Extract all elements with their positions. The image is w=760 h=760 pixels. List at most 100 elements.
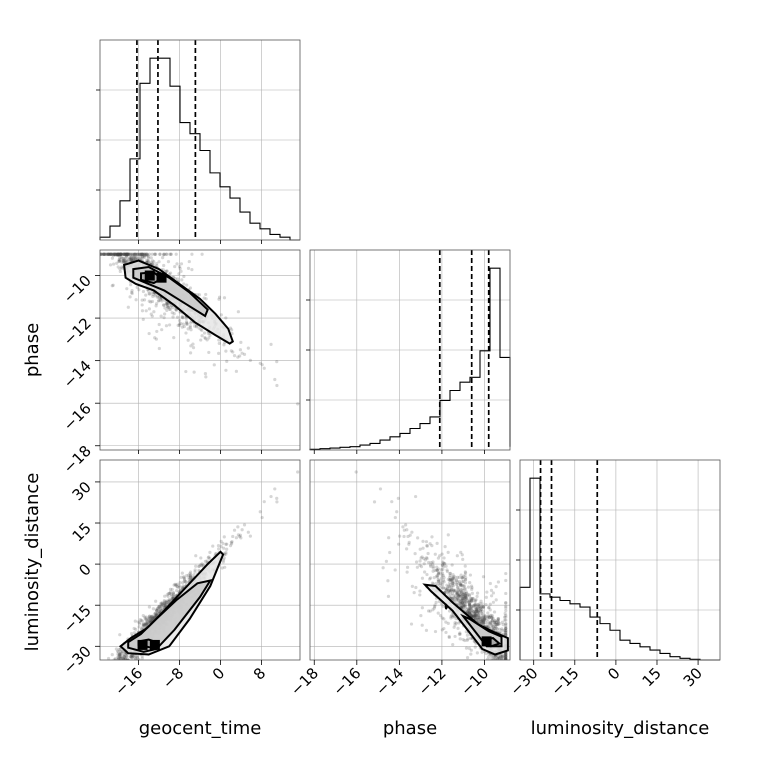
phase-vs-time-point — [141, 252, 145, 256]
ld-vs-phase-point — [500, 654, 504, 659]
ld-vs-time-point — [112, 666, 115, 669]
ld-vs-phase-point — [463, 571, 468, 575]
phase-vs-time-point — [119, 260, 124, 264]
ld-vs-time-point — [85, 698, 88, 701]
ld-vs-phase-point — [484, 595, 488, 599]
ld-vs-phase-point — [435, 541, 439, 545]
phase-vs-time-point — [177, 318, 182, 323]
ld-vs-phase-point — [504, 601, 508, 605]
phase-vs-time-point — [124, 252, 128, 256]
ld-vs-time-point — [60, 716, 63, 719]
phase-vs-time-point — [102, 252, 106, 256]
ld-vs-phase-point — [504, 672, 507, 675]
ld-vs-phase-point — [451, 584, 455, 588]
ld-vs-phase-point — [474, 602, 478, 606]
ld-vs-phase-point — [466, 610, 470, 615]
ld-vs-time-point — [100, 665, 103, 668]
y-luminosity-distance-tick-label: 15 — [69, 519, 95, 545]
ld-vs-phase-point — [496, 621, 500, 626]
ld-vs-time-point — [224, 552, 228, 556]
ld-vs-time-point — [120, 664, 123, 667]
ld-vs-time-point — [110, 653, 114, 657]
ld-vs-time-point — [100, 679, 103, 682]
ld-vs-time-point — [238, 533, 242, 537]
ld-vs-time-point — [143, 623, 147, 628]
ld-vs-phase-point — [455, 579, 459, 583]
phase-vs-time-point — [187, 259, 191, 264]
ld-vs-phase-point — [480, 605, 484, 609]
ld-vs-phase-point — [489, 614, 493, 618]
ld-vs-phase-point — [492, 663, 495, 666]
ld-vs-time-point — [222, 556, 226, 560]
ld-vs-time-point — [188, 574, 192, 578]
ld-vs-phase-point — [489, 588, 494, 592]
phase-vs-time-point — [174, 308, 178, 312]
ld-vs-phase-point — [460, 598, 464, 602]
y-axis-label-phase: phase — [22, 323, 43, 377]
ld-vs-time-point — [134, 654, 138, 658]
phase-vs-time-point — [217, 341, 221, 346]
ld-vs-time-point — [187, 573, 191, 577]
ld-vs-phase-point — [469, 596, 473, 600]
ld-vs-phase-point — [460, 580, 465, 584]
x-luminosity-distance-tick-label: −30 — [506, 664, 541, 699]
ld-vs-phase-point — [501, 623, 505, 627]
phase-vs-time-point — [120, 252, 124, 256]
phase-vs-time-point — [126, 252, 130, 256]
phase-vs-time-point — [212, 363, 216, 367]
ld-vs-phase-point — [493, 662, 496, 665]
ld-vs-time-point — [159, 604, 163, 608]
phase-vs-time-point — [224, 368, 228, 372]
ld-vs-phase-point — [504, 632, 508, 636]
phase-vs-time-point — [141, 289, 146, 294]
ld-vs-phase-point — [467, 593, 471, 597]
phase-vs-time-point — [140, 298, 144, 302]
ld-vs-time-point — [75, 710, 78, 713]
ld-vs-phase-point — [504, 662, 507, 665]
ld-vs-phase-point — [449, 596, 454, 600]
ld-vs-phase-point — [451, 597, 455, 601]
ld-vs-phase-point — [499, 655, 503, 659]
ld-vs-phase-point — [442, 617, 446, 621]
ld-vs-time-point — [132, 654, 136, 658]
ld-vs-time-point — [142, 623, 146, 628]
ld-vs-time-point — [132, 631, 137, 635]
ld-vs-time-point — [143, 622, 147, 626]
ld-vs-phase-point — [393, 515, 397, 520]
ld-vs-time-point — [117, 665, 120, 668]
ld-vs-phase-point — [449, 588, 453, 592]
ld-vs-phase-point — [504, 668, 507, 671]
ld-vs-phase-point — [474, 614, 478, 618]
phase-vs-time-point — [175, 315, 180, 319]
ld-vs-phase-point — [500, 657, 504, 660]
ld-vs-phase-point — [491, 627, 495, 631]
phase-vs-time-point — [120, 266, 124, 270]
ld-vs-phase-point — [451, 589, 456, 593]
ld-vs-phase-point — [421, 546, 425, 550]
ld-vs-time-point — [162, 603, 166, 608]
phase-vs-time-point — [113, 252, 117, 256]
ld-vs-phase-point — [461, 557, 465, 561]
ld-vs-time-point — [165, 593, 169, 597]
ld-vs-phase-point — [504, 658, 508, 660]
ld-vs-time-point — [113, 662, 116, 665]
ld-vs-time-point — [153, 612, 157, 616]
ld-vs-phase-point — [471, 614, 475, 619]
phase-vs-time-point — [140, 252, 144, 256]
ld-vs-time-point — [232, 528, 237, 532]
ld-vs-phase-point — [490, 616, 494, 620]
ld-vs-phase-point — [442, 580, 446, 584]
phase-vs-time-point — [125, 252, 129, 256]
phase-vs-time-point — [273, 377, 277, 382]
ld-vs-phase-point — [462, 602, 466, 606]
ld-vs-phase-point — [488, 602, 492, 606]
phase-vs-time-point — [176, 323, 180, 327]
phase-vs-time-point — [114, 252, 118, 256]
ld-vs-phase-point — [457, 621, 461, 625]
phase-vs-time-point — [85, 253, 88, 256]
ld-vs-phase-point — [420, 623, 424, 627]
ld-vs-phase-point — [464, 590, 468, 594]
ld-vs-phase-point — [504, 630, 508, 634]
ld-vs-time-point — [239, 536, 243, 540]
ld-vs-time-point — [211, 544, 215, 548]
